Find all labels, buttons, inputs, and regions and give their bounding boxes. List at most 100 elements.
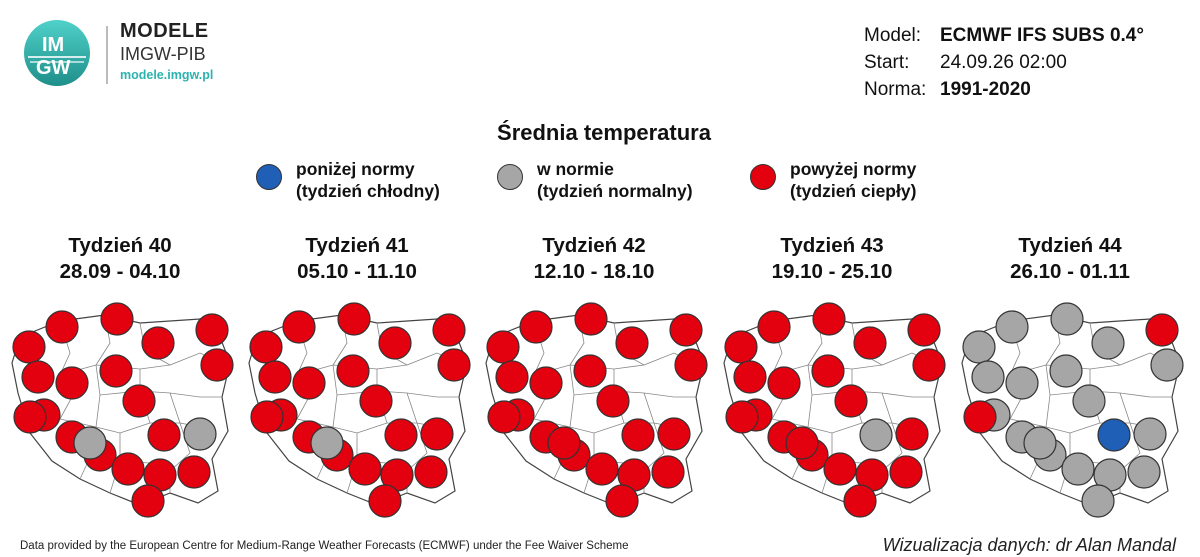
region-dot-above [725, 400, 759, 434]
model-value: ECMWF IFS SUBS 0.4° [940, 25, 1144, 46]
region-dot-above [823, 452, 857, 486]
region-dot-above [907, 313, 941, 347]
logo: IM GW MODELE IMGW-PIB modele.imgw.pl [22, 18, 252, 88]
region-dot-above [111, 452, 145, 486]
poland-map [11, 302, 234, 518]
region-dot-above [99, 354, 133, 388]
region-dot-above [529, 366, 563, 400]
region-dot-above [843, 484, 877, 518]
week-dates: 05.10 - 11.10 [297, 260, 417, 283]
legend-above-line1: powyżej normy [790, 159, 917, 179]
model-info: Model: ECMWF IFS SUBS 0.4° Start: 24.09.… [864, 22, 1144, 103]
legend-dot-below [256, 164, 282, 190]
start-value: 24.09.26 02:00 [940, 52, 1067, 73]
region-dot-above [767, 366, 801, 400]
logo-badge-text-top: IM [42, 34, 64, 56]
data-source-note: Data provided by the European Centre for… [20, 540, 629, 552]
region-dot-above [348, 452, 382, 486]
region-dot-above [495, 360, 529, 394]
region-dot-normal [1072, 384, 1106, 418]
region-dot-above [359, 384, 393, 418]
logo-divider [106, 26, 108, 84]
region-dot-normal [1023, 426, 1057, 460]
region-dot-normal [971, 360, 1005, 394]
region-dot-above [122, 384, 156, 418]
region-dot-above [177, 455, 211, 489]
region-dot-above [45, 310, 79, 344]
legend-below-line1: poniżej normy [296, 159, 415, 179]
region-dot-above [21, 360, 55, 394]
region-dot-above [834, 384, 868, 418]
week-number: Tydzień 41 [305, 234, 409, 257]
region-dot-normal [1081, 484, 1115, 518]
week-title: Tydzień 41 05.10 - 11.10 [237, 233, 477, 285]
week-panel: Tydzień 42 12.10 - 18.10 [474, 233, 714, 523]
region-dot-above [674, 348, 708, 382]
week-panel: Tydzień 41 05.10 - 11.10 [237, 233, 477, 523]
region-dot-above [963, 400, 997, 434]
week-number: Tydzień 40 [68, 234, 172, 257]
region-dot-above [605, 484, 639, 518]
region-dot-normal [962, 330, 996, 364]
region-dot-above [249, 330, 283, 364]
logo-url: modele.imgw.pl [120, 68, 214, 82]
legend-item-above: powyżej normy (tydzień ciepły) [750, 158, 916, 202]
logo-text: MODELE IMGW-PIB modele.imgw.pl [120, 20, 213, 82]
legend-dot-above [750, 164, 776, 190]
week-panel: Tydzień 40 28.09 - 04.10 [0, 233, 240, 523]
region-dot-normal [1049, 354, 1083, 388]
region-dot-above [811, 354, 845, 388]
start-label: Start: [864, 52, 910, 73]
region-dot-above [585, 452, 619, 486]
region-dot-above [912, 348, 946, 382]
region-dot-above [724, 330, 758, 364]
week-panel: Tydzień 43 19.10 - 25.10 [712, 233, 952, 523]
norma-label: Norma: [864, 79, 927, 100]
region-dot-normal [859, 418, 893, 452]
week-title: Tydzień 43 19.10 - 25.10 [712, 233, 952, 285]
region-dot-above [519, 310, 553, 344]
region-dot-above [13, 400, 47, 434]
region-dot-normal [995, 310, 1029, 344]
region-dot-above [100, 302, 134, 336]
poland-map [961, 302, 1184, 518]
week-dates: 28.09 - 04.10 [59, 260, 181, 283]
region-dot-above [368, 484, 402, 518]
norma-value: 1991-2020 [940, 79, 1031, 100]
region-dot-above [336, 354, 370, 388]
region-dot-normal [1150, 348, 1184, 382]
region-dot-normal [73, 426, 107, 460]
region-dot-above [621, 418, 655, 452]
model-label: Model: [864, 25, 922, 46]
legend-dot-normal [497, 164, 523, 190]
region-dot-below [1097, 418, 1131, 452]
region-dot-above [384, 418, 418, 452]
region-dot-above [414, 455, 448, 489]
region-dot-above [378, 326, 412, 360]
legend-normal-line1: w normie [537, 159, 614, 179]
region-dot-normal [1133, 417, 1167, 451]
region-dot-above [895, 417, 929, 451]
region-dot-above [486, 330, 520, 364]
region-dot-normal [1127, 455, 1161, 489]
region-dot-above [596, 384, 630, 418]
region-dot-above [889, 455, 923, 489]
week-dates: 12.10 - 18.10 [533, 260, 655, 283]
legend-text-normal: w normie (tydzień normalny) [537, 158, 693, 202]
week-panel: Tydzień 44 26.10 - 01.11 [950, 233, 1190, 523]
region-dot-above [55, 366, 89, 400]
imgw-logo-badge: IM GW [24, 20, 90, 86]
logo-badge-text-bottom: GW [36, 57, 71, 79]
region-dot-above [258, 360, 292, 394]
poland-map [485, 302, 708, 518]
region-dot-above [669, 313, 703, 347]
legend-item-normal: w normie (tydzień normalny) [497, 158, 693, 202]
region-dot-above [420, 417, 454, 451]
model-row: Model: ECMWF IFS SUBS 0.4° [864, 22, 1144, 49]
legend-item-below: poniżej normy (tydzień chłodny) [256, 158, 440, 202]
region-dot-above [337, 302, 371, 336]
region-dot-above [432, 313, 466, 347]
region-dot-above [141, 326, 175, 360]
legend-text-below: poniżej normy (tydzień chłodny) [296, 158, 440, 202]
week-title: Tydzień 44 26.10 - 01.11 [950, 233, 1190, 285]
